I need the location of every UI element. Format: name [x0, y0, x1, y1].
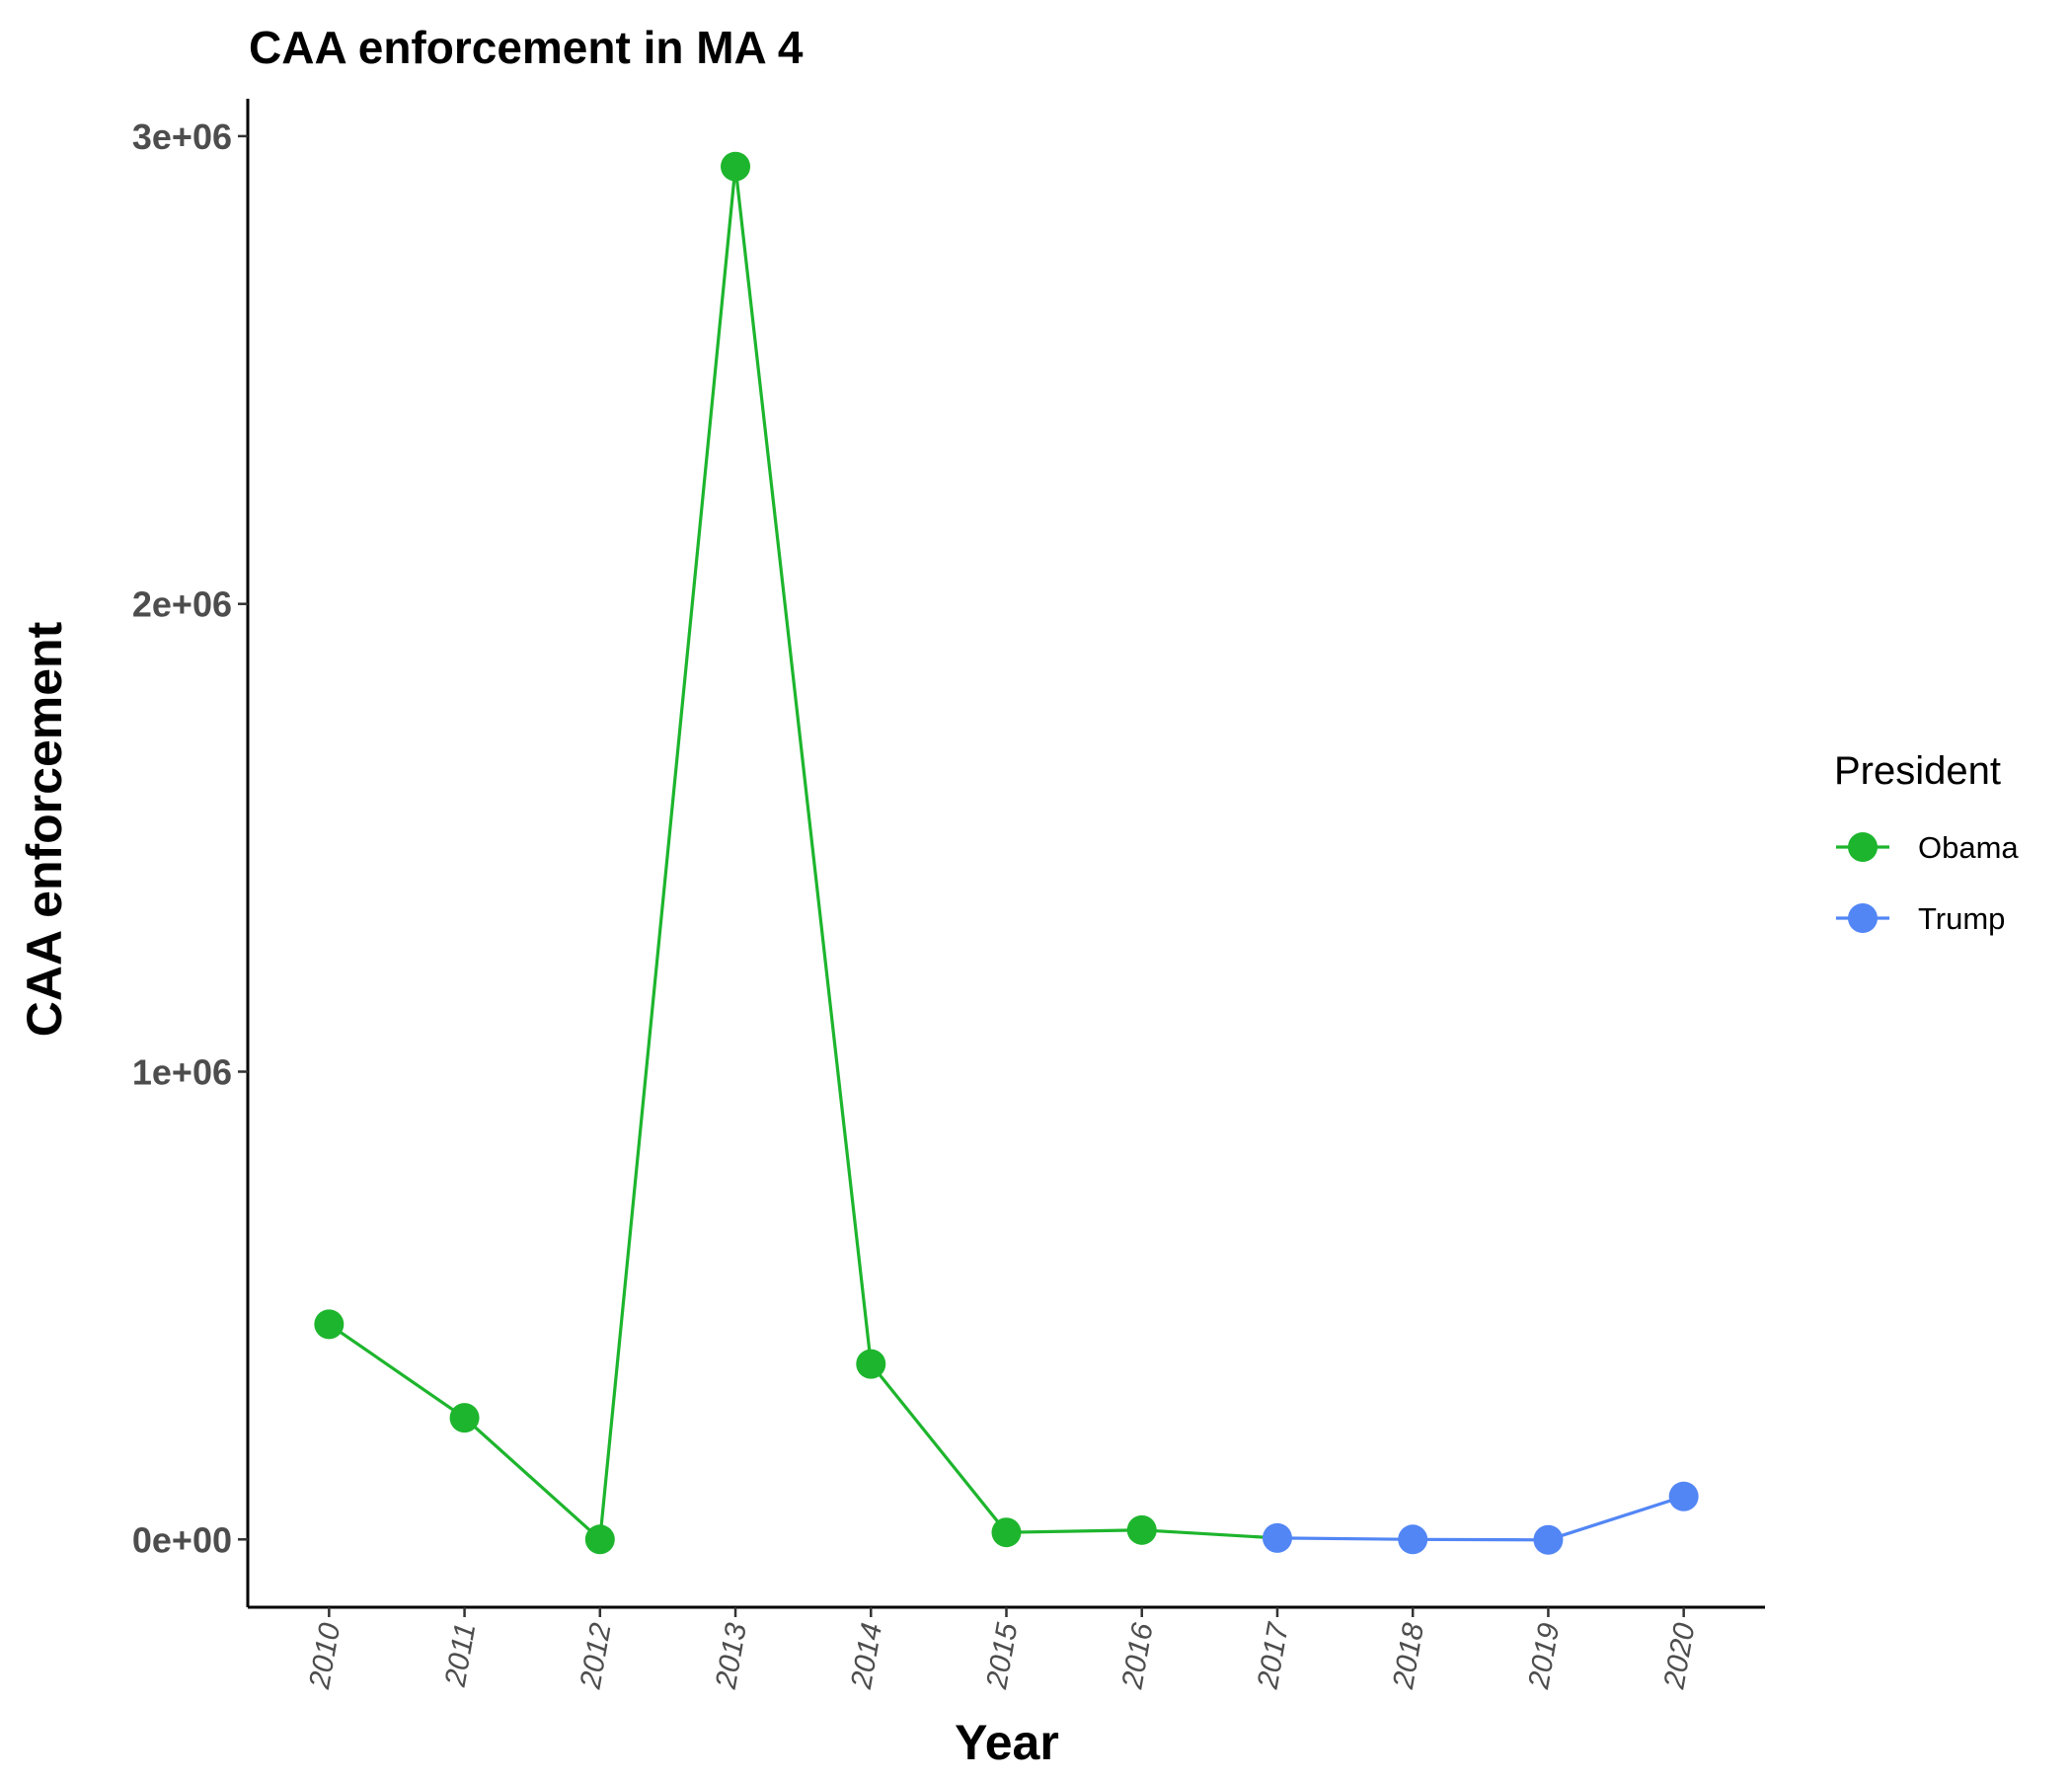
series-points [314, 151, 1699, 1555]
y-axis: 0e+00 1e+06 2e+06 3e+06 [132, 99, 250, 1607]
x-tick-label: 2015 [980, 1620, 1024, 1692]
legend-item-trump: Trump [1836, 901, 2005, 936]
series-line-obama [328, 165, 1278, 1541]
x-tick-label: 2020 [1657, 1620, 1701, 1692]
legend-key-dot [1848, 832, 1878, 862]
y-tick-label: 0e+00 [132, 1519, 232, 1560]
x-tick-label: 2013 [710, 1620, 753, 1692]
y-axis-title-group: CAA enforcement [17, 621, 72, 1037]
x-tick-label: 2017 [1252, 1619, 1295, 1692]
data-point-trump-2018 [1398, 1524, 1428, 1555]
data-point-obama-2010 [314, 1309, 345, 1340]
y-axis-title: CAA enforcement [17, 621, 72, 1037]
legend-key-dot [1848, 903, 1878, 933]
data-point-trump-2017 [1262, 1522, 1292, 1553]
data-point-obama-2015 [991, 1517, 1022, 1548]
data-point-obama-2016 [1126, 1514, 1157, 1545]
data-point-obama-2014 [856, 1349, 886, 1379]
x-axis-title: Year [955, 1715, 1059, 1770]
data-point-trump-2020 [1668, 1481, 1699, 1511]
y-tick-label: 3e+06 [132, 116, 232, 157]
legend-label: Trump [1918, 901, 2005, 936]
data-point-trump-2019 [1533, 1524, 1564, 1555]
series-line-trump [1276, 1495, 1685, 1542]
x-tick-label: 2016 [1115, 1620, 1159, 1692]
data-point-obama-2012 [584, 1524, 615, 1555]
legend-item-obama: Obama [1836, 830, 2019, 865]
chart-title: CAA enforcement in MA 4 [249, 22, 804, 73]
data-point-obama-2011 [449, 1403, 480, 1433]
data-point-obama-2013 [721, 151, 751, 182]
legend-label: Obama [1918, 830, 2019, 865]
x-tick-label: 2014 [845, 1620, 888, 1691]
legend: President Obama Trump [1834, 749, 2019, 936]
legend-title: President [1834, 749, 2001, 793]
x-tick-label: 2010 [303, 1620, 346, 1692]
x-tick-label: 2012 [574, 1620, 617, 1692]
x-tick-label: 2019 [1522, 1620, 1566, 1692]
y-tick-label: 2e+06 [132, 584, 232, 625]
x-tick-label: 2018 [1387, 1620, 1430, 1692]
y-tick-label: 1e+06 [132, 1052, 232, 1093]
x-axis: 2010 2011 2012 2013 2014 2015 2016 2017 2018 2019… [248, 1605, 1765, 1692]
x-tick-label: 2011 [439, 1620, 483, 1689]
series-lines [328, 165, 1685, 1542]
